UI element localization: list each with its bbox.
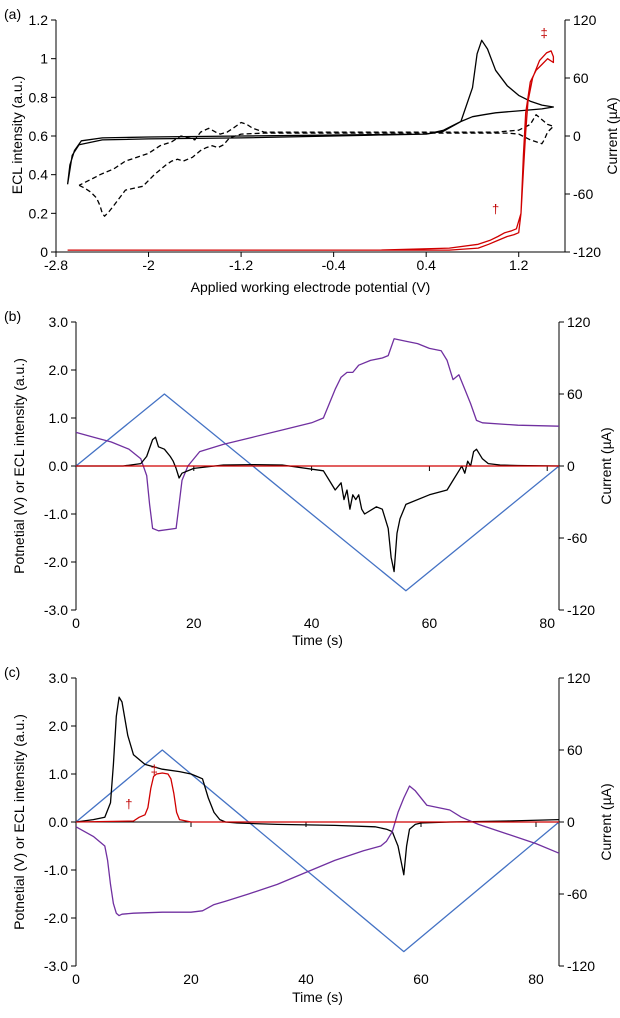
y2-tick-label: -60 (567, 886, 587, 902)
y-tick-label: 0.0 (49, 458, 69, 474)
panel-label: (b) (4, 308, 21, 324)
series-line-1 (78, 114, 555, 217)
y2-tick-label: 60 (573, 70, 589, 86)
x-tick-label: -0.4 (322, 257, 346, 273)
y-tick-label: 0.8 (29, 89, 49, 105)
y-tick-label: 0.2 (29, 205, 49, 221)
x-tick-label: 80 (528, 971, 544, 987)
y2-axis-label: Current (µA) (598, 427, 614, 504)
y2-tick-label: -120 (567, 602, 595, 618)
panel-b: 0 20 40 60 80 -3.0 -2.0 -1.0 0.0 1.0 2.0 3.0 -120 -60… (4, 308, 614, 648)
x-tick-label: 40 (304, 615, 320, 631)
x-tick-label: 0 (72, 615, 80, 631)
y-tick-label: 0.6 (29, 128, 49, 144)
y2-tick-label: 0 (573, 128, 581, 144)
y-axis-label: Potnetial (V) or ECL intensity (a.u.) (11, 714, 27, 930)
y-tick-label: 0.0 (49, 814, 69, 830)
annotation-mark: ‡ (541, 25, 548, 40)
y2-tick-label: 60 (567, 386, 583, 402)
x-tick-label: -2 (142, 257, 155, 273)
x-tick-label: 20 (183, 971, 199, 987)
panel-a: -2.8 -2 -1.2 -0.4 0.4 1.2 0 0.2 0.4 0.6 0.8 1 1.2 -12… (4, 6, 620, 295)
x-axis-label: Time (s) (292, 632, 343, 648)
series-line-2 (76, 436, 560, 573)
series-line-0 (75, 749, 560, 953)
panel-label: (a) (4, 6, 21, 22)
x-axis-label: Time (s) (292, 989, 343, 1005)
series-line-3 (75, 772, 559, 823)
annotation-mark: ‡ (151, 762, 158, 777)
y-tick-label: 2.0 (49, 362, 69, 378)
x-tick-label: 40 (298, 971, 314, 987)
y2-tick-label: -120 (573, 244, 601, 260)
y-tick-label: 1.0 (49, 410, 69, 426)
annotation-mark: † (492, 201, 499, 216)
y-tick-label: -1.0 (44, 506, 68, 522)
y-tick-label: 1.2 (29, 12, 49, 28)
x-tick-label: 0 (72, 971, 80, 987)
series-line-2 (67, 50, 555, 251)
annotation-mark: † (125, 797, 132, 812)
series-line-2 (75, 785, 560, 917)
panel-c: 0 20 40 60 80 -3.0 -2.0 -1.0 0.0 1.0 2.0 3.0 -120 -60… (4, 664, 614, 1005)
x-tick-label: 20 (186, 615, 202, 631)
y-tick-label: -1.0 (44, 862, 68, 878)
y-tick-label: -2.0 (44, 554, 68, 570)
series-line-1 (75, 696, 560, 876)
y2-axis-label: Current (µA) (604, 97, 620, 174)
panel-label: (c) (4, 664, 20, 680)
y-tick-label: 2.0 (49, 718, 69, 734)
y2-tick-label: 120 (567, 314, 591, 330)
y-tick-label: 3.0 (49, 314, 69, 330)
y2-tick-label: 120 (573, 12, 597, 28)
y-tick-label: 0 (40, 244, 48, 260)
y2-tick-label: 0 (567, 814, 575, 830)
y2-tick-label: -60 (567, 530, 587, 546)
y-axis-label: Potnetial (V) or ECL intensity (a.u.) (11, 358, 27, 574)
y-tick-label: 0.4 (29, 167, 49, 183)
x-tick-label: 80 (539, 615, 555, 631)
y-tick-label: 1.0 (49, 766, 69, 782)
x-tick-label: 60 (413, 971, 429, 987)
x-axis-label: Applied working electrode potential (V) (191, 279, 431, 295)
y-tick-label: 1 (40, 51, 48, 67)
x-tick-label: 0.4 (416, 257, 436, 273)
y-tick-label: -2.0 (44, 910, 68, 926)
x-tick-label: -2.8 (44, 257, 68, 273)
y-tick-label: 3.0 (49, 670, 69, 686)
y-axis-label: ECL intensity (a.u.) (9, 76, 25, 195)
y2-tick-label: -120 (567, 958, 595, 974)
x-tick-label: 60 (422, 615, 438, 631)
series-line-0 (66, 39, 555, 185)
y2-tick-label: 60 (567, 742, 583, 758)
series-line-0 (75, 393, 560, 592)
y2-tick-label: -60 (573, 186, 593, 202)
x-tick-label: 1.2 (509, 257, 529, 273)
y-tick-label: -3.0 (44, 602, 68, 618)
y2-tick-label: 120 (567, 670, 591, 686)
y2-tick-label: 0 (567, 458, 575, 474)
y-tick-label: -3.0 (44, 958, 68, 974)
y2-axis-label: Current (µA) (598, 783, 614, 860)
x-tick-label: -1.2 (229, 257, 253, 273)
series-line-1 (75, 338, 560, 532)
